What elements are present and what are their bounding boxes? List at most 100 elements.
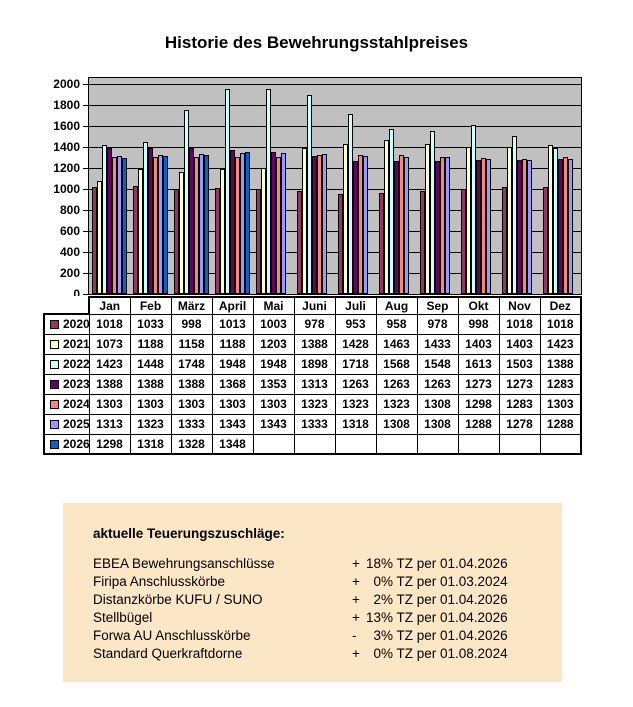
value-cell-2022-Nov: 1503 (498, 353, 541, 375)
bar-2026-Feb (163, 156, 168, 294)
month-header-April: April (211, 296, 254, 315)
month-header-Juli: Juli (334, 296, 377, 315)
surcharge-list: EBEA Bewehrungsanschlüsse +18% TZ per 01.… (93, 555, 562, 663)
surcharge-heading: aktuelle Teuerungszuschläge: (93, 526, 285, 541)
value-cell-2026-Feb: 1318 (129, 433, 172, 455)
bar-2021-Aug (384, 140, 389, 294)
surcharge-suffix: % TZ per 01.08.2024 (381, 646, 508, 661)
bar-2025-Juli (363, 156, 368, 294)
y-axis-tick-label: 2000 (53, 77, 80, 91)
surcharge-suffix: % TZ per 01.04.2026 (381, 610, 508, 625)
value-cell-2020-Jan: 1018 (88, 313, 131, 335)
gridline (89, 252, 581, 253)
value-cell-2025-Aug: 1308 (375, 413, 418, 435)
value-cell-2024-Feb: 1303 (129, 393, 172, 415)
surcharge-item: Standard Querkraftdorne +0% TZ per 01.08.… (93, 645, 562, 663)
bar-2022-Aug (389, 129, 394, 294)
value-cell-2023-Mai: 1353 (252, 373, 295, 395)
legend-year-label: 2020 (63, 317, 90, 332)
bar-2024-Feb (153, 157, 158, 294)
bar-2024-Sep (440, 157, 445, 294)
y-axis-tick-label: 0 (73, 287, 80, 301)
gridline (89, 105, 581, 106)
value-cell-2024-Juli: 1323 (334, 393, 377, 415)
bar-2020-April (215, 188, 220, 294)
table-corner-cell (44, 297, 89, 314)
table-row-2024: 2024 1303 1303 1303 1303 1303 1323 1323 1323 1308… (43, 393, 582, 415)
legend-cell-2022: 2022 (43, 353, 90, 375)
gridline (89, 231, 581, 232)
surcharge-percent: 0 (373, 646, 381, 661)
bar-2023-Sep (435, 161, 440, 294)
bar-2021-Nov (507, 147, 512, 294)
value-cell-2020-Feb: 1033 (129, 313, 172, 335)
y-axis-tick (83, 189, 89, 190)
bar-2022-Feb (143, 142, 148, 294)
y-axis-tick-label: 400 (59, 245, 80, 259)
value-cell-2025-Juni: 1333 (293, 413, 336, 435)
gridline (89, 210, 581, 211)
surcharge-sign: + (352, 574, 360, 589)
bar-2020-Aug (379, 193, 384, 294)
value-cell-2026-Juli (334, 433, 377, 455)
surcharge-item: Stellbügel +13% TZ per 01.04.2026 (93, 609, 562, 627)
surcharge-sign: + (352, 610, 360, 625)
value-cell-2024-Jan: 1303 (88, 393, 131, 415)
gridline (89, 168, 581, 169)
bar-2021-Juni (302, 148, 307, 294)
value-cell-2020-April: 1013 (211, 313, 254, 335)
surcharge-sign: + (352, 646, 360, 661)
bar-2024-März (194, 157, 199, 294)
value-cell-2024-März: 1303 (170, 393, 213, 415)
value-cell-2025-Dez: 1288 (539, 413, 582, 435)
value-cell-2022-Dez: 1388 (539, 353, 582, 375)
bar-2022-Sep (430, 131, 435, 294)
legend-cell-2023: 2023 (43, 373, 90, 395)
bar-2020-März (174, 189, 179, 294)
bar-2020-Sep (420, 191, 425, 294)
gridline (89, 273, 581, 274)
value-cell-2026-Nov (498, 433, 541, 455)
value-cell-2023-Juni: 1313 (293, 373, 336, 395)
value-cell-2021-Aug: 1463 (375, 333, 418, 355)
surcharge-label: Stellbügel (93, 610, 153, 625)
value-cell-2021-Okt: 1403 (457, 333, 500, 355)
surcharge-sign: + (352, 556, 360, 571)
value-cell-2026-März: 1328 (170, 433, 213, 455)
bar-2025-Jan (117, 156, 122, 294)
value-cell-2024-Aug: 1323 (375, 393, 418, 415)
bar-2020-Feb (133, 186, 138, 294)
value-cell-2024-Mai: 1303 (252, 393, 295, 415)
value-cell-2026-Jan: 1298 (88, 433, 131, 455)
legend-year-label: 2026 (63, 436, 90, 451)
bar-2021-Sep (425, 144, 430, 294)
surcharge-sign: + (352, 592, 360, 607)
plot-area (88, 77, 582, 295)
y-axis-tick (83, 126, 89, 127)
bar-2022-Nov (512, 136, 517, 294)
legend-year-label: 2022 (63, 357, 90, 371)
value-cell-2020-Dez: 1018 (539, 313, 582, 335)
y-axis-tick (83, 105, 89, 106)
surcharge-label: Forwa AU Anschlusskörbe (93, 628, 251, 643)
bar-2021-April (220, 169, 225, 294)
y-axis-tick-label: 600 (59, 224, 80, 238)
gridline (89, 126, 581, 127)
value-cell-2020-März: 998 (170, 313, 213, 335)
bar-2024-Aug (399, 155, 404, 294)
bar-2026-April (245, 152, 250, 294)
y-axis-tick-label: 1600 (53, 119, 80, 133)
surcharge-percent: 13 (365, 610, 381, 625)
value-cell-2021-Juli: 1428 (334, 333, 377, 355)
bar-2021-Dez (548, 145, 553, 294)
value-cell-2025-März: 1333 (170, 413, 213, 435)
month-header-Juni: Juni (293, 296, 336, 315)
bar-2025-Feb (158, 155, 163, 294)
legend-swatch-2022 (50, 360, 59, 369)
legend-swatch-2025 (50, 420, 59, 429)
surcharge-percent: 3 (373, 628, 381, 643)
value-cell-2026-Dez (539, 433, 582, 455)
bar-2023-März (189, 148, 194, 294)
y-axis-tick-label: 800 (59, 203, 80, 217)
